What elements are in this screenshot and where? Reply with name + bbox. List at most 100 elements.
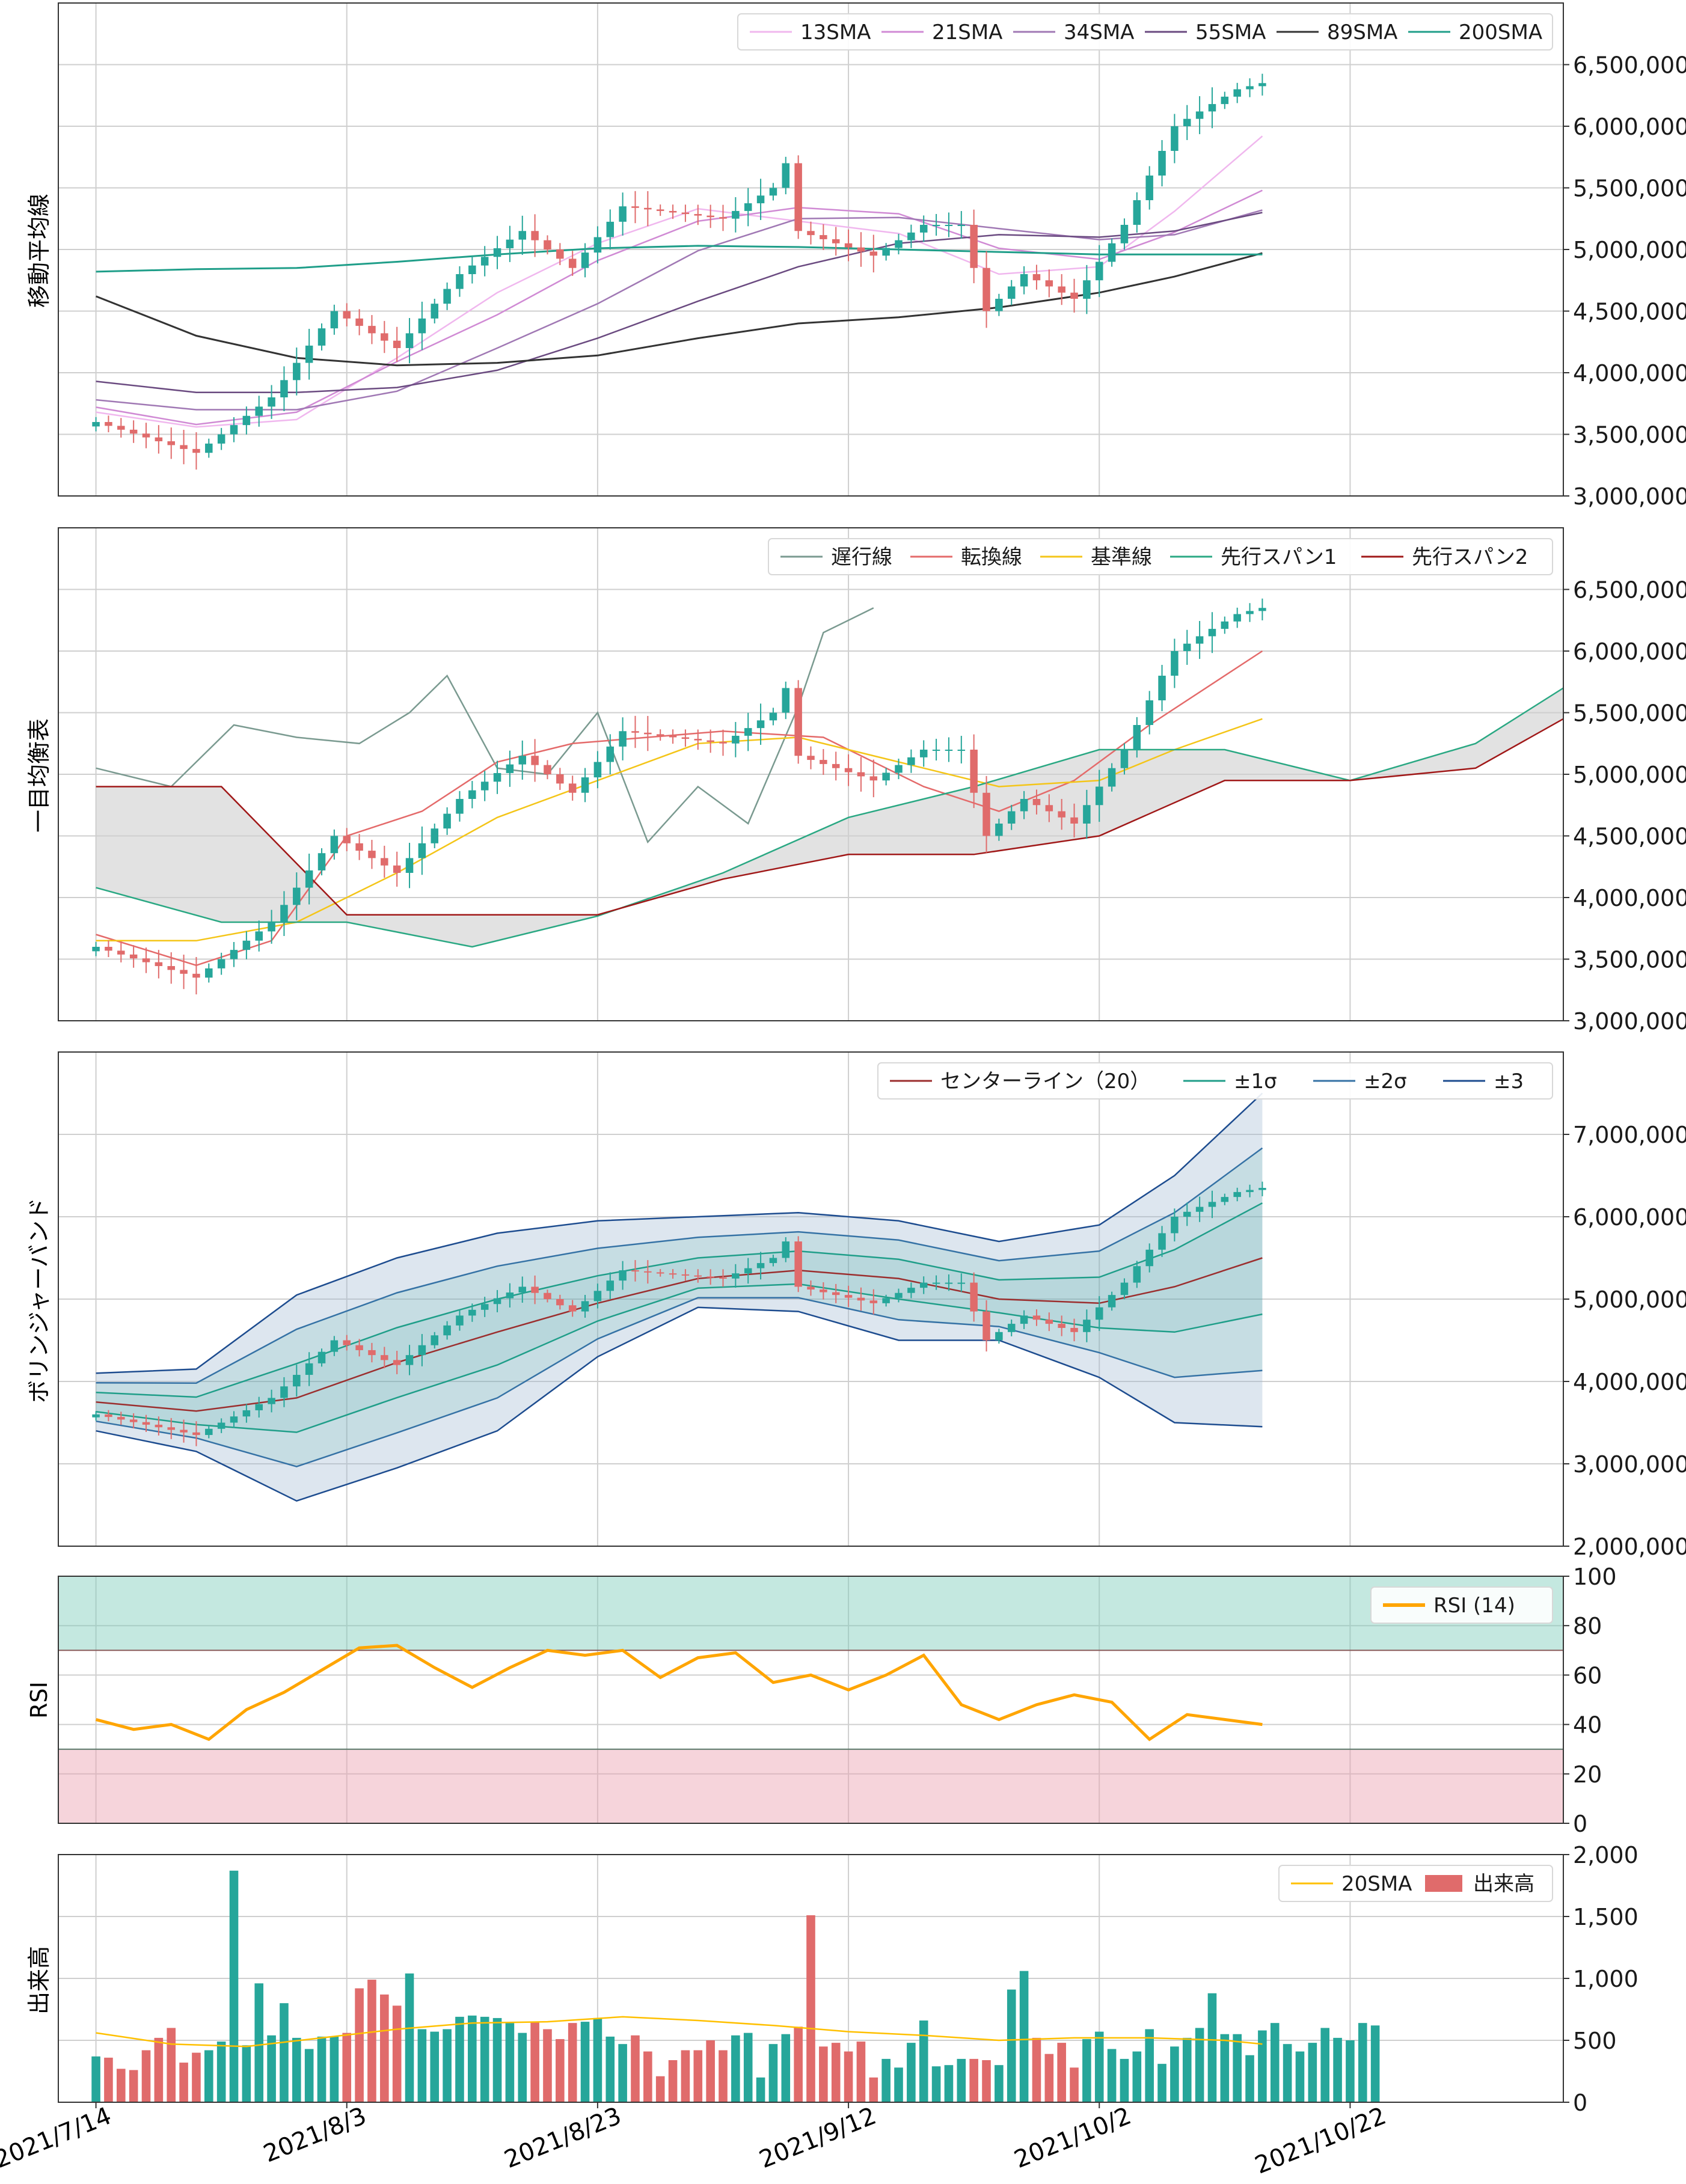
candle-body bbox=[381, 1355, 388, 1360]
candle-body bbox=[568, 783, 577, 793]
legend-label: ±2σ bbox=[1364, 1069, 1407, 1094]
candle-body bbox=[142, 958, 150, 962]
y-tick-label: 40 bbox=[1573, 1712, 1602, 1739]
volume-bar bbox=[982, 2060, 991, 2102]
candle-body bbox=[1258, 608, 1266, 611]
volume-bar bbox=[768, 2044, 778, 2102]
candle-body bbox=[919, 225, 928, 233]
y-tick-label: 2,000 bbox=[1573, 1842, 1638, 1868]
candle-body bbox=[907, 757, 915, 765]
candle-body bbox=[242, 415, 251, 426]
volume-bar bbox=[280, 2003, 289, 2102]
legend-label: 先行スパン2 bbox=[1412, 545, 1528, 569]
rsi-overbought-zone bbox=[58, 1576, 1563, 1651]
x-axis-labels: 2021/7/14 2021/8/3 2021/8/23 2021/9/12 2… bbox=[0, 2102, 1390, 2180]
y-tick-label: 100 bbox=[1573, 1564, 1617, 1590]
plot-frame bbox=[58, 2, 1564, 497]
candle-body bbox=[117, 426, 125, 430]
candle-body bbox=[769, 1258, 777, 1264]
candle-body bbox=[468, 265, 476, 274]
candle-body bbox=[443, 1325, 451, 1336]
candle-body bbox=[405, 333, 414, 348]
candle-body bbox=[180, 445, 188, 449]
bollinger-band-line bbox=[96, 1202, 1263, 1398]
candle-body bbox=[568, 1305, 577, 1312]
candle-body bbox=[719, 217, 727, 219]
y-tick-label: 3,500,000 bbox=[1573, 422, 1686, 448]
volume-bar bbox=[505, 2023, 515, 2102]
candle-body bbox=[1258, 83, 1266, 87]
candle-body bbox=[982, 1311, 990, 1341]
candle-body bbox=[882, 1298, 890, 1303]
candle-body bbox=[544, 765, 551, 774]
volume-bar bbox=[1207, 1993, 1217, 2102]
volume-bar bbox=[944, 2065, 954, 2102]
y-tick-label: 3,000,000 bbox=[1573, 1008, 1686, 1035]
candle-body bbox=[820, 235, 827, 239]
candle-body bbox=[431, 304, 439, 319]
volume-bar bbox=[167, 2028, 176, 2102]
candle-body bbox=[919, 750, 928, 757]
volume-bar bbox=[844, 2051, 853, 2102]
y-tick-label: 5,000,000 bbox=[1573, 762, 1686, 788]
legend-label: 出来高 bbox=[1473, 1872, 1534, 1896]
candle-body bbox=[217, 1422, 225, 1429]
volume-bar bbox=[794, 2026, 803, 2102]
candle-body bbox=[656, 1272, 664, 1274]
candle-body bbox=[393, 865, 401, 873]
volume-bar bbox=[631, 2035, 640, 2102]
y-tick-label: 6,000,000 bbox=[1573, 1204, 1686, 1231]
volume-bar bbox=[1044, 2054, 1054, 2102]
volume-bar bbox=[304, 2049, 314, 2102]
volume-bar bbox=[568, 2023, 577, 2102]
candle-body bbox=[155, 962, 163, 967]
volume-bar bbox=[1170, 2046, 1179, 2102]
candle-body bbox=[1083, 1320, 1091, 1332]
candle-body bbox=[493, 772, 501, 782]
volume-bar bbox=[367, 1980, 376, 2102]
candle-body bbox=[1070, 292, 1078, 299]
y-tick-label: 6,000,000 bbox=[1573, 638, 1686, 665]
bollinger-band-line bbox=[96, 1297, 1263, 1467]
candle-body bbox=[1020, 799, 1028, 812]
candle-body bbox=[268, 1398, 275, 1404]
candle-body bbox=[293, 362, 301, 381]
candle-body bbox=[1195, 636, 1204, 644]
candle-body bbox=[1183, 118, 1191, 126]
candle-body bbox=[707, 1276, 714, 1278]
volume-bar bbox=[605, 2036, 615, 2102]
candle-body bbox=[769, 188, 777, 196]
candle-body bbox=[1145, 176, 1153, 200]
volume-bar bbox=[518, 2033, 527, 2102]
candle-body bbox=[418, 843, 426, 858]
candle-body bbox=[1032, 1315, 1041, 1320]
candle-body bbox=[405, 858, 414, 873]
candle-body bbox=[581, 252, 589, 268]
legend-label: 34SMA bbox=[1064, 20, 1134, 44]
candle-body bbox=[92, 422, 100, 427]
volume-bar bbox=[1120, 2058, 1129, 2102]
candle-body bbox=[907, 1288, 915, 1293]
candle-body bbox=[957, 225, 966, 226]
volume-bar bbox=[1082, 2039, 1091, 2102]
y-tick-label: 3,000,000 bbox=[1573, 1451, 1686, 1478]
candle-body bbox=[669, 735, 677, 738]
candle-body bbox=[117, 950, 125, 955]
volume-bar bbox=[292, 2037, 301, 2102]
candle-body bbox=[707, 740, 714, 742]
candle-body bbox=[230, 1416, 238, 1423]
candle-body bbox=[919, 1282, 928, 1288]
candle-body bbox=[807, 1286, 815, 1290]
candle-body bbox=[155, 437, 163, 442]
candle-body bbox=[807, 756, 815, 760]
legend-label: 21SMA bbox=[932, 20, 1002, 44]
candle-body bbox=[405, 1355, 414, 1365]
y-tick-label: 20 bbox=[1573, 1761, 1602, 1788]
y-tick-label: 5,000,000 bbox=[1573, 237, 1686, 263]
volume-bar bbox=[430, 2031, 440, 2102]
candle-body bbox=[142, 433, 150, 438]
y-tick-label: 4,000,000 bbox=[1573, 360, 1686, 387]
candle-body bbox=[644, 732, 652, 735]
candle-body bbox=[1007, 811, 1016, 824]
candle-body bbox=[1171, 126, 1179, 151]
